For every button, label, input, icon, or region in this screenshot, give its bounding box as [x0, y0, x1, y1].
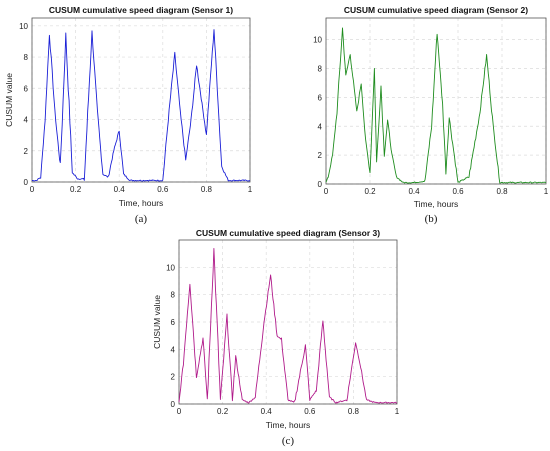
panel-b-xtick-label: 0.6: [452, 187, 464, 196]
panel-b-caption: (b): [425, 213, 438, 225]
panel-b-xtick-label: 0.8: [496, 187, 508, 196]
panel-c-series-line: [178, 247, 398, 404]
panel-c-xlabel: Time, hours: [266, 420, 311, 430]
panel-b-xtick-label: 1: [544, 187, 549, 196]
panel-b-xtick-label: 0: [324, 187, 329, 196]
panel-b-series-line: [325, 27, 547, 184]
panel-c-ylabel: CUSUM value: [152, 295, 162, 349]
panel-c-ytick-label: 2: [171, 373, 176, 382]
panel-a-title: CUSUM cumulative speed diagram (Sensor 1…: [49, 5, 233, 15]
panel-c-xtick-label: 0.6: [304, 407, 316, 416]
panel-b-xtick-label: 0.2: [364, 187, 376, 196]
panel-a-ytick-label: 8: [24, 53, 29, 62]
panel-c-plot-frame: [178, 239, 398, 405]
panel-b-ytick-label: 2: [318, 151, 323, 160]
panel-b-plot-frame: [325, 17, 547, 185]
panel-a-ylabel: CUSUM value: [4, 73, 14, 127]
panel-a-xtick-label: 0: [30, 185, 35, 194]
panel-b-xtick-label: 0.4: [408, 187, 420, 196]
panel-c: CUSUM cumulative speed diagram (Sensor 3…: [152, 228, 400, 447]
panel-c-xtick-label: 1: [395, 407, 400, 416]
panel-b-title: CUSUM cumulative speed diagram (Sensor 2…: [344, 5, 528, 15]
panel-b-series: [325, 27, 547, 184]
panel-c-ytick-label: 8: [171, 291, 176, 300]
panel-a-xtick-label: 0.2: [70, 185, 82, 194]
panel-a-xtick-label: 1: [248, 185, 253, 194]
panel-a-ytick-label: 2: [24, 147, 29, 156]
panel-a-xtick-label: 0.4: [114, 185, 126, 194]
panel-b-ytick-label: 10: [313, 36, 322, 45]
panel-b: CUSUM cumulative speed diagram (Sensor 2…: [313, 5, 549, 225]
panel-b-ytick-label: 8: [318, 65, 323, 74]
panel-a-series-line: [31, 29, 251, 182]
panel-b-ytick-label: 6: [318, 93, 323, 102]
panel-c-title: CUSUM cumulative speed diagram (Sensor 3…: [196, 228, 380, 238]
panel-a-ytick-label: 4: [24, 116, 29, 125]
panel-b-ytick-label: 4: [318, 122, 323, 131]
panel-c-ytick-label: 0: [171, 400, 176, 409]
panel-c-xtick-label: 0.4: [261, 407, 273, 416]
panel-a-ytick-label: 0: [24, 178, 29, 187]
panel-a-series: [31, 29, 251, 182]
panel-a-xtick-label: 0.8: [201, 185, 213, 194]
panel-a-ytick-label: 6: [24, 84, 29, 93]
panel-c-grid: [178, 240, 398, 405]
panel-c-xtick-label: 0.2: [217, 407, 229, 416]
panel-a-xlabel: Time, hours: [119, 198, 164, 208]
panel-c-xtick-label: 0.8: [348, 407, 360, 416]
panel-a-caption: (a): [135, 213, 148, 225]
panel-a-plot-frame: [31, 17, 251, 183]
panel-a: CUSUM cumulative speed diagram (Sensor 1…: [4, 5, 253, 225]
panel-a-ytick-label: 10: [19, 22, 28, 31]
panel-b-ytick-label: 0: [318, 180, 323, 189]
panel-b-xlabel: Time, hours: [414, 199, 459, 209]
panel-a-grid: [31, 18, 251, 183]
panel-c-xtick-label: 0: [177, 407, 182, 416]
panel-c-ytick-label: 4: [171, 345, 176, 354]
panel-c-series: [178, 247, 398, 404]
panel-a-xtick-label: 0.6: [157, 185, 169, 194]
panel-c-ytick-label: 6: [171, 318, 176, 327]
panel-c-ytick-label: 10: [166, 263, 175, 272]
panel-c-caption: (c): [282, 435, 295, 447]
